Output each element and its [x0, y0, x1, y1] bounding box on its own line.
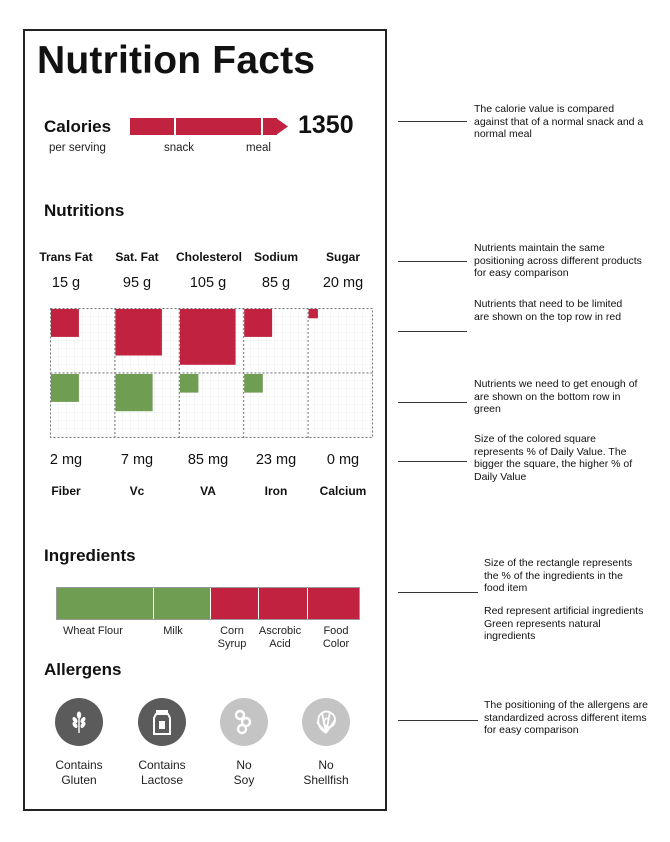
allergen-status: No	[236, 758, 252, 772]
annotation-leader-line	[398, 331, 467, 332]
calorie-bar-segment	[263, 118, 277, 135]
soybean-icon	[234, 709, 252, 735]
calorie-arrow-icon	[276, 118, 288, 135]
allergen-name: Lactose	[140, 773, 184, 787]
nutrient-name: Sugar	[325, 250, 360, 264]
calorie-value: 1350	[298, 111, 354, 139]
ingredient-label: Wheat Flour	[63, 625, 123, 637]
ingredient-label: Ascrobic Acid	[258, 625, 302, 651]
annotation-leader-line	[398, 261, 467, 262]
dv-square-fiber	[51, 374, 79, 402]
allergen-status: Contains	[55, 758, 103, 772]
nutrient-name: Cholesterol	[176, 250, 243, 264]
nutrient-amount: 85 g	[261, 275, 291, 291]
annotation-limit-row: Nutrients that need to be limited are sh…	[474, 298, 623, 323]
nutrient-name: VA	[200, 484, 216, 498]
shell-icon	[316, 710, 336, 734]
ingredient-label: Milk	[163, 625, 183, 637]
nutrient-name: Calcium	[319, 484, 367, 498]
ingredients-bar	[56, 587, 360, 620]
allergens-heading: Allergens	[44, 660, 122, 679]
dv-square-vc	[115, 374, 153, 412]
calorie-bar-segment	[130, 118, 174, 135]
nutrient-name: Trans Fat	[39, 250, 93, 264]
allergen-lactose-badge	[138, 698, 186, 746]
nutrient-name: Iron	[264, 484, 288, 498]
nutrition-label-card: Nutrition Facts Calories per serving sna…	[23, 29, 387, 811]
nutrient-amount: 0 mg	[326, 452, 360, 468]
wheat-icon	[72, 711, 86, 733]
annotation-leader-line	[398, 720, 478, 721]
nutrient-amount: 20 mg	[322, 275, 364, 291]
nutrient-name: Fiber	[51, 484, 81, 498]
annotation-leader-line	[398, 402, 467, 403]
annotation-ingredient-colors: Red represent artificial ingredients Gre…	[484, 605, 644, 643]
ingredient-segment-wheat-flour	[57, 588, 154, 619]
calories-heading: Calories	[44, 117, 112, 136]
allergen-name: Soy	[233, 773, 255, 787]
dv-squares-group	[51, 309, 318, 412]
allergen-status: Contains	[138, 758, 186, 772]
ingredient-segment-food-color	[307, 588, 359, 619]
ingredient-label: Corn Syrup	[217, 625, 247, 651]
nutritions-heading: Nutritions	[44, 201, 125, 220]
snack-marker-label: snack	[164, 142, 195, 154]
annotation-positioning: Nutrients maintain the same positioning …	[474, 242, 642, 280]
nutrient-name: Vc	[129, 484, 145, 498]
nutrient-amount: 15 g	[51, 275, 81, 291]
allergen-shellfish-badge	[302, 698, 350, 746]
annotation-allergens: The positioning of the allergens are sta…	[484, 699, 649, 737]
ingredient-label: Food Color	[322, 625, 350, 651]
meal-marker-label: meal	[246, 142, 271, 154]
allergen-name: Gluten	[61, 773, 97, 787]
dv-square-cholesterol	[179, 309, 236, 365]
annotation-square-size: Size of the colored square represents % …	[474, 433, 633, 483]
dv-square-trans-fat	[51, 309, 79, 337]
ingredient-segment-ascrobic-acid	[259, 588, 308, 619]
daily-value-grid	[50, 308, 373, 438]
nutrient-amount: 7 mg	[120, 452, 154, 468]
nutrient-amount: 95 g	[122, 275, 152, 291]
dv-square-sugar	[308, 309, 318, 319]
ingredients-heading: Ingredients	[44, 546, 136, 565]
annotation-good-row: Nutrients we need to get enough of are s…	[474, 378, 638, 416]
annotation-calories: The calorie value is compared against th…	[474, 103, 644, 141]
allergen-gluten-badge	[55, 698, 103, 746]
nutrient-amount: 85 mg	[187, 452, 229, 468]
annotation-leader-line	[398, 592, 478, 593]
calorie-bar-segment	[176, 118, 261, 135]
nutrient-name: Sat. Fat	[115, 250, 159, 264]
nutrient-amount: 2 mg	[49, 452, 83, 468]
dv-square-sodium	[244, 309, 273, 337]
ingredient-segment-milk	[153, 588, 211, 619]
nutrient-name: Sodium	[254, 250, 298, 264]
annotation-leader-line	[398, 121, 467, 122]
nutrient-amount: 105 g	[189, 275, 227, 291]
allergen-status: No	[318, 758, 334, 772]
annotation-leader-line	[398, 461, 467, 462]
grid-dashed-lines	[50, 308, 373, 438]
dv-square-iron	[244, 374, 263, 393]
label-title: Nutrition Facts	[37, 39, 316, 82]
allergen-soy-badge	[220, 698, 268, 746]
per-serving-label: per serving	[49, 142, 106, 154]
milk-carton-icon	[153, 710, 171, 735]
allergen-name: Shellfish	[303, 773, 349, 787]
dv-square-va	[179, 374, 199, 393]
annotation-rectangle-size: Size of the rectangle represents the % o…	[484, 557, 633, 595]
nutrient-amount: 23 mg	[255, 452, 297, 468]
ingredient-segment-corn-syrup	[211, 588, 260, 619]
calorie-comparison-bar	[130, 118, 288, 135]
dv-square-sat-fat	[115, 309, 162, 356]
